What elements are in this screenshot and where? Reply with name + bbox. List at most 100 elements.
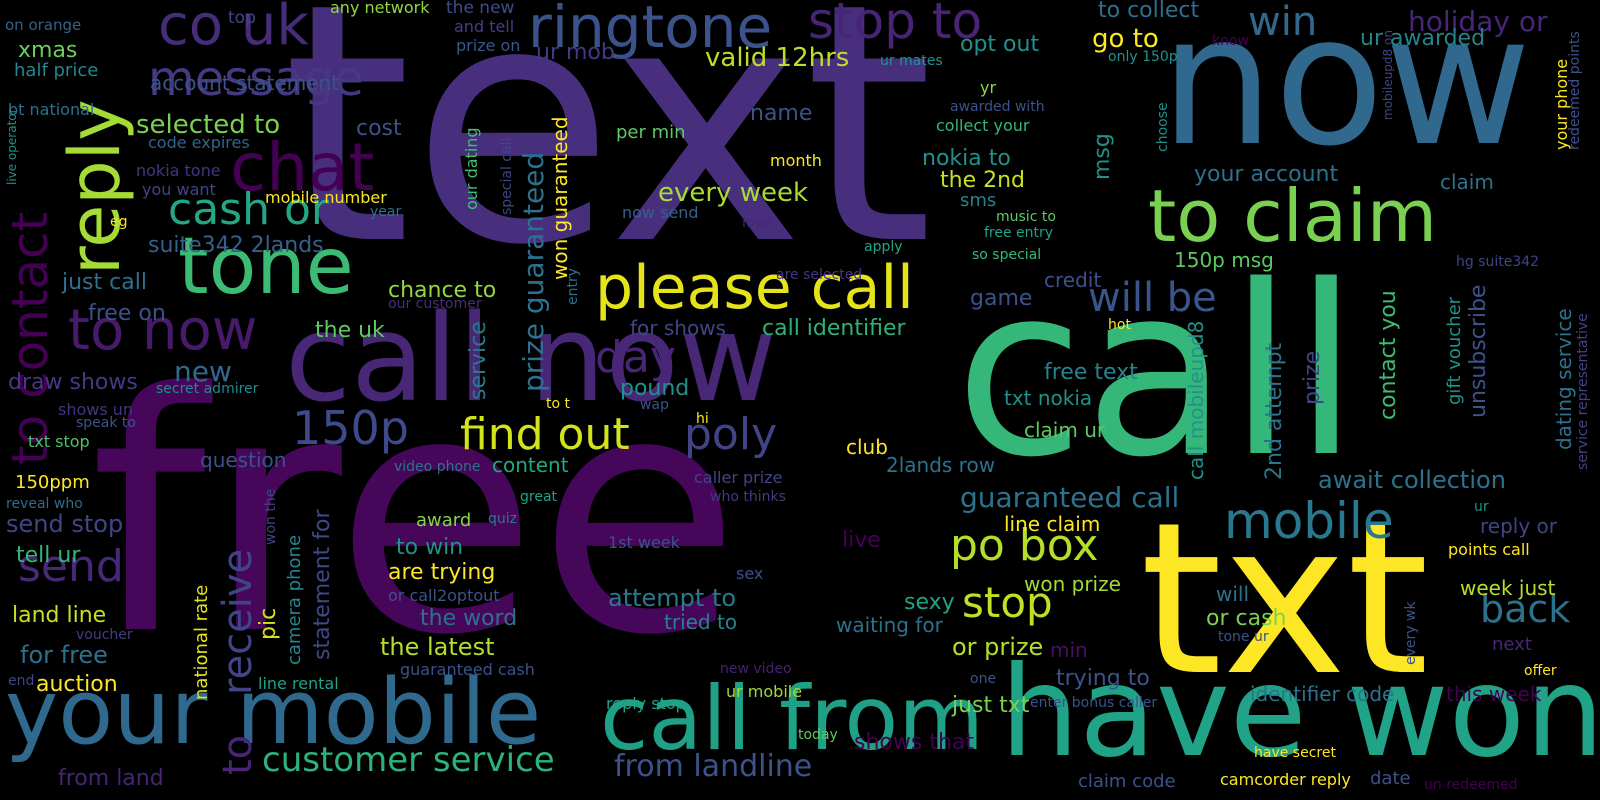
word: your phone [1552, 58, 1571, 150]
word: free on [88, 301, 166, 326]
word: just txt [952, 693, 1030, 718]
word: national rate [191, 584, 212, 700]
word: call [955, 236, 1359, 509]
word: this week [1446, 682, 1542, 706]
word: message [148, 51, 364, 107]
word: statement for [310, 509, 335, 660]
word: min [1050, 638, 1088, 662]
word: guaranteed call [960, 481, 1180, 514]
word: call from [600, 667, 984, 770]
word: draw shows [8, 370, 138, 395]
word: credit [1044, 268, 1102, 292]
word: end [8, 673, 35, 689]
word: txt nokia [1004, 386, 1093, 410]
word: attempt to [608, 584, 737, 612]
word: the new [446, 0, 515, 18]
word: to claim [1148, 174, 1438, 258]
word: award [416, 510, 472, 531]
word: bt national [8, 100, 95, 119]
word: quiz [488, 511, 517, 527]
word: to t [546, 396, 570, 412]
word: txt stop [28, 432, 90, 451]
word: have secret [1254, 745, 1336, 761]
word: one [970, 671, 997, 687]
word: contact you [1376, 290, 1401, 420]
word: your mobile [5, 660, 542, 765]
word: prize on [456, 36, 521, 55]
word: holiday or [1408, 5, 1548, 38]
word: won prize [1024, 572, 1121, 596]
word: stop to [808, 0, 983, 50]
word: to [215, 734, 261, 775]
word: to collect [1098, 0, 1200, 23]
word: new [174, 355, 232, 388]
word: shows that [854, 730, 974, 755]
word: land line [12, 603, 107, 628]
word: trying to [1056, 666, 1150, 691]
word: tried to [664, 610, 738, 634]
word: know [1212, 33, 1249, 49]
word: secret admirer [156, 381, 259, 397]
word: await collection [1318, 466, 1506, 494]
word: just call [62, 270, 147, 295]
word: gift voucher [1444, 296, 1465, 405]
word: service [466, 321, 491, 400]
word: points call [1448, 540, 1530, 559]
word: awarded with [950, 99, 1045, 115]
word: sexy [904, 590, 955, 615]
word: code expires [148, 133, 250, 152]
word: enter bonus caller [1030, 695, 1158, 711]
word: txt [1140, 477, 1429, 722]
word: to now [68, 298, 258, 363]
word: every week [658, 178, 809, 208]
word: claim [1440, 170, 1494, 194]
word: live [842, 528, 881, 553]
word: day [595, 332, 676, 383]
word: the word [420, 606, 518, 631]
word: po box [950, 520, 1099, 571]
word: service representative [1575, 313, 1591, 470]
word: msg [1090, 133, 1115, 180]
word: for shows [630, 316, 726, 340]
word: week just [1460, 576, 1556, 600]
word: hot [1108, 317, 1131, 333]
word: wap [640, 397, 669, 413]
word: camcorder reply [1220, 770, 1351, 789]
word: offer [1524, 663, 1557, 679]
word: on orange [5, 16, 82, 34]
word: so special [972, 247, 1042, 263]
word: suite342 2lands [148, 233, 324, 258]
word: name [750, 101, 813, 126]
word: sex [736, 564, 764, 583]
word: reveal who [6, 496, 83, 512]
word: hg suite342 [1456, 254, 1540, 270]
word: great [520, 489, 558, 505]
word: hi [696, 411, 709, 427]
word: cost [356, 116, 402, 141]
word: any network [330, 0, 430, 17]
word: send stop [6, 510, 124, 538]
word: half price [14, 60, 99, 81]
word: apply [864, 239, 903, 255]
word: the latest [380, 633, 495, 661]
word: our customer [388, 296, 482, 312]
word: 1st week [608, 533, 680, 552]
word: top [228, 8, 256, 28]
word: new video [720, 661, 792, 677]
word: ur mates [880, 53, 943, 69]
word: ringtone [528, 0, 773, 61]
word: now [1160, 0, 1532, 186]
word: send [18, 541, 124, 592]
word: auction [36, 672, 118, 697]
word: live operator [5, 108, 19, 185]
word: voucher [76, 627, 133, 643]
word: line claim [1004, 512, 1101, 536]
word: co uk [158, 0, 309, 58]
word: 150p msg [1174, 248, 1274, 272]
word: speak to [76, 415, 136, 431]
word: the uk [315, 318, 385, 343]
word: cash or [168, 184, 329, 235]
word: our dating [462, 127, 481, 210]
word: have won [1000, 640, 1600, 785]
